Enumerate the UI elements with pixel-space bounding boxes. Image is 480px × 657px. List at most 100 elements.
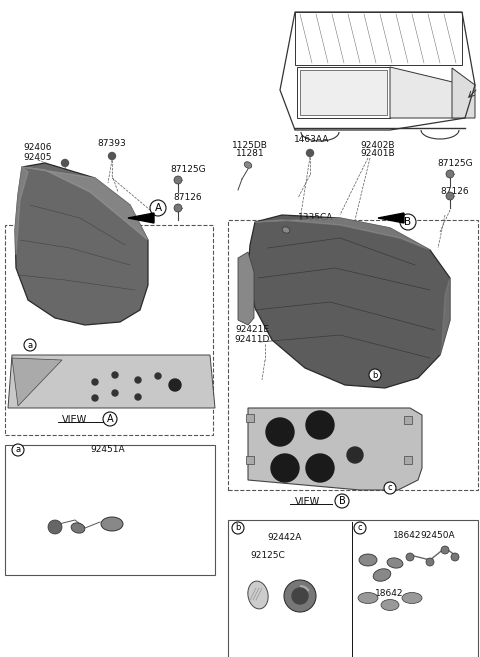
Circle shape [441, 546, 449, 554]
Text: 87393: 87393 [97, 139, 126, 148]
Circle shape [292, 588, 308, 604]
Ellipse shape [359, 554, 377, 566]
Circle shape [135, 394, 141, 400]
Text: 1335CA: 1335CA [298, 214, 334, 223]
Bar [246, 456, 254, 464]
Ellipse shape [71, 523, 85, 533]
Text: 92411D: 92411D [234, 336, 270, 344]
Polygon shape [378, 213, 404, 223]
Circle shape [266, 418, 294, 446]
Circle shape [307, 150, 313, 156]
Text: 87126: 87126 [441, 187, 469, 196]
Ellipse shape [402, 593, 422, 604]
Text: 1463AA: 1463AA [294, 135, 330, 145]
Circle shape [446, 192, 454, 200]
Text: B: B [338, 496, 346, 506]
Ellipse shape [381, 599, 399, 610]
Text: 92406: 92406 [24, 143, 52, 152]
Circle shape [400, 214, 416, 230]
Circle shape [354, 522, 366, 534]
Text: c: c [358, 524, 362, 533]
Ellipse shape [387, 558, 403, 568]
Circle shape [271, 454, 299, 482]
Text: c: c [388, 484, 392, 493]
FancyBboxPatch shape [228, 220, 478, 490]
Circle shape [92, 395, 98, 401]
Text: 92451A: 92451A [91, 445, 125, 455]
Circle shape [61, 160, 69, 166]
Polygon shape [15, 163, 148, 325]
FancyBboxPatch shape [5, 225, 213, 435]
Polygon shape [128, 213, 154, 223]
Ellipse shape [101, 517, 123, 531]
Circle shape [112, 390, 118, 396]
Text: 92401B: 92401B [360, 150, 396, 158]
Circle shape [384, 482, 396, 494]
Circle shape [284, 580, 316, 612]
Circle shape [150, 200, 166, 216]
Circle shape [335, 494, 349, 508]
Text: 92421E: 92421E [235, 325, 269, 334]
Ellipse shape [358, 593, 378, 604]
Polygon shape [8, 355, 215, 408]
Circle shape [103, 412, 117, 426]
Text: A: A [155, 203, 162, 213]
Circle shape [306, 411, 334, 439]
Text: 92402B: 92402B [361, 141, 395, 150]
Circle shape [169, 379, 181, 391]
Text: 18642: 18642 [393, 530, 421, 539]
Text: b: b [372, 371, 378, 380]
Polygon shape [15, 167, 28, 255]
Ellipse shape [244, 162, 252, 168]
Circle shape [174, 204, 182, 212]
Polygon shape [440, 278, 450, 355]
Polygon shape [390, 67, 465, 118]
Polygon shape [255, 218, 430, 250]
Text: b: b [235, 524, 240, 533]
Text: 87126: 87126 [174, 194, 202, 202]
Ellipse shape [282, 227, 290, 233]
Text: 87125G: 87125G [437, 158, 473, 168]
Text: 92125C: 92125C [251, 551, 286, 560]
Text: 92405: 92405 [24, 152, 52, 162]
Circle shape [306, 454, 334, 482]
Circle shape [347, 447, 363, 463]
Text: 18642: 18642 [375, 589, 404, 597]
Polygon shape [248, 215, 450, 388]
Text: 92450A: 92450A [420, 530, 455, 539]
Circle shape [232, 522, 244, 534]
Text: 87125G: 87125G [170, 166, 206, 175]
FancyBboxPatch shape [5, 445, 215, 575]
Polygon shape [300, 70, 387, 115]
Circle shape [92, 379, 98, 385]
Polygon shape [12, 358, 62, 406]
Text: a: a [27, 340, 33, 350]
Text: 92442A: 92442A [268, 533, 302, 543]
Circle shape [426, 558, 434, 566]
Polygon shape [452, 68, 475, 118]
Circle shape [48, 520, 62, 534]
Circle shape [24, 339, 36, 351]
Polygon shape [248, 408, 422, 490]
Text: 11281: 11281 [236, 150, 264, 158]
Text: a: a [15, 445, 21, 455]
Text: VIEW: VIEW [62, 415, 88, 425]
Ellipse shape [248, 581, 268, 609]
Ellipse shape [373, 569, 391, 581]
Circle shape [406, 553, 414, 561]
Bar [404, 416, 412, 424]
Circle shape [369, 369, 381, 381]
Text: B: B [405, 217, 411, 227]
Circle shape [451, 553, 459, 561]
Polygon shape [22, 167, 148, 240]
Circle shape [446, 170, 454, 178]
Circle shape [135, 377, 141, 383]
Circle shape [155, 373, 161, 379]
FancyBboxPatch shape [228, 520, 478, 657]
Polygon shape [238, 252, 254, 325]
Circle shape [108, 152, 116, 160]
Circle shape [112, 372, 118, 378]
Bar [246, 414, 254, 422]
Text: A: A [107, 414, 113, 424]
Text: 1125DB: 1125DB [232, 141, 268, 150]
